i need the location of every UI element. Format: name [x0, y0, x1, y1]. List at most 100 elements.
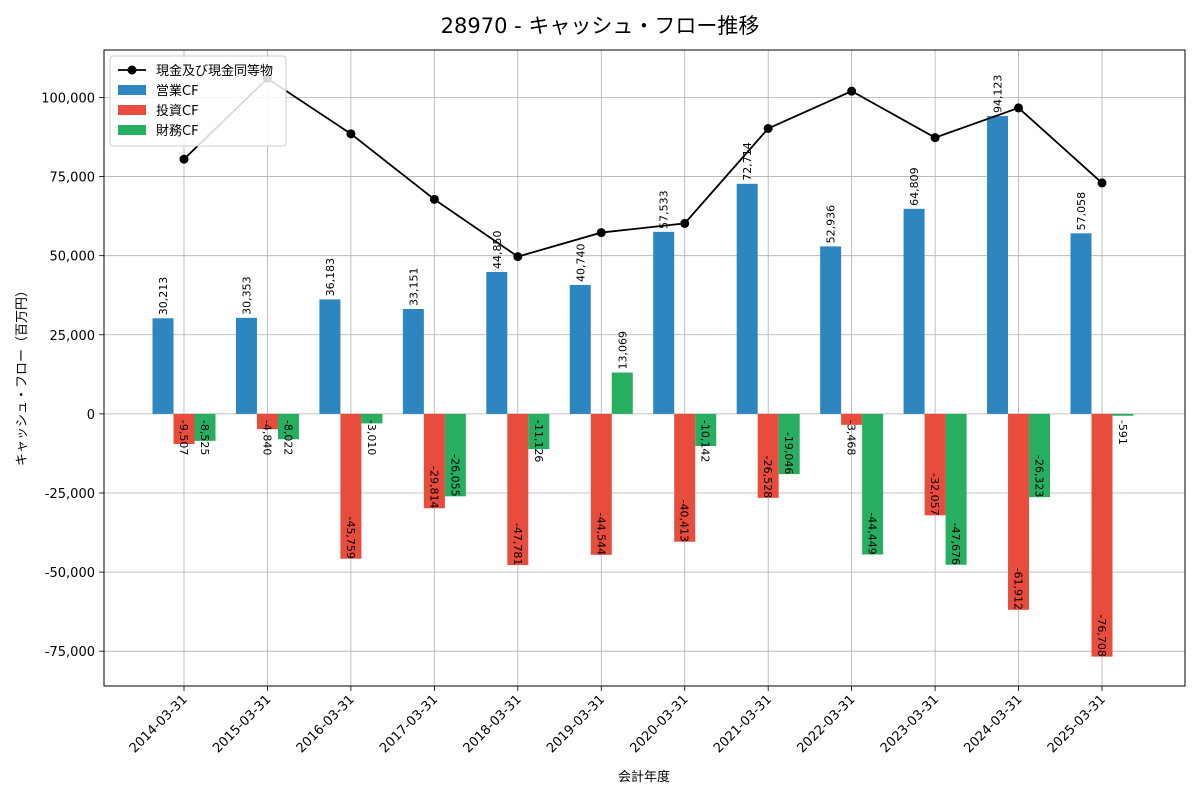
cash-point — [1097, 178, 1107, 188]
data-label: -26,323 — [1033, 455, 1046, 497]
cash-point — [763, 123, 773, 133]
x-tick-label: 2017-03-31 — [377, 692, 441, 756]
bar-財務CF — [1029, 413, 1051, 498]
x-tick-label: 2025-03-31 — [1045, 692, 1109, 756]
data-label: -591 — [1116, 420, 1129, 445]
data-label: -8,022 — [281, 420, 294, 455]
bar-営業CF — [486, 271, 508, 414]
y-tick-label: 50,000 — [50, 250, 96, 265]
bar-投資CF — [841, 413, 863, 425]
legend-label: 現金及び現金同等物 — [156, 63, 273, 79]
bar-投資CF — [1091, 413, 1113, 657]
x-tick-label: 2024-03-31 — [961, 692, 1025, 756]
data-label: -11,126 — [532, 420, 545, 462]
bar-投資CF — [1008, 413, 1030, 610]
bar-営業CF — [820, 246, 842, 414]
data-label: 13,069 — [616, 331, 629, 370]
cash-point — [596, 228, 606, 238]
cash-point — [346, 129, 356, 139]
bar-投資CF — [173, 413, 195, 444]
x-tick-label: 2022-03-31 — [794, 692, 858, 756]
data-label: -29,814 — [427, 466, 440, 508]
x-tick-label: 2018-03-31 — [461, 692, 525, 756]
data-label: -19,046 — [782, 432, 795, 474]
legend-label: 投資CF — [156, 103, 199, 119]
data-label: 72,714 — [741, 142, 754, 181]
data-label: -45,759 — [344, 516, 357, 558]
cash-point — [680, 218, 690, 228]
bars-layer — [152, 116, 1134, 657]
bar-投資CF — [340, 413, 362, 559]
legend-marker — [127, 65, 137, 75]
data-label: -8,525 — [198, 420, 211, 455]
grid-layer — [104, 50, 1185, 686]
cash-point — [513, 252, 523, 262]
data-label: -76,708 — [1095, 614, 1108, 656]
bar-財務CF — [528, 413, 550, 450]
bar-財務CF — [277, 413, 299, 440]
bar-投資CF — [423, 413, 445, 509]
line-layer — [179, 73, 1107, 262]
x-tick-label: 2016-03-31 — [294, 692, 358, 756]
chart-title: 28970 - キャッシュ・フロー推移 — [441, 14, 760, 38]
data-label: 30,213 — [157, 277, 170, 316]
bar-財務CF — [695, 413, 717, 446]
legend-swatch — [118, 125, 146, 135]
bar-営業CF — [987, 116, 1009, 414]
y-tick-label: -50,000 — [45, 566, 95, 581]
cash-point — [179, 154, 189, 164]
data-label: 57,058 — [1075, 192, 1088, 231]
bar-投資CF — [924, 413, 946, 516]
data-label: -47,781 — [511, 523, 524, 565]
y-tick-label: -25,000 — [45, 487, 95, 502]
y-tick-label: 100,000 — [41, 91, 95, 106]
bar-営業CF — [903, 208, 925, 414]
data-label: -9,507 — [177, 420, 190, 455]
data-label: -32,057 — [928, 473, 941, 515]
bar-財務CF — [194, 413, 216, 441]
cash-line — [183, 77, 1103, 258]
data-label: -3,010 — [365, 420, 378, 455]
bar-営業CF — [152, 318, 174, 414]
bar-営業CF — [569, 284, 591, 414]
bar-営業CF — [235, 317, 257, 414]
data-label: -40,413 — [678, 500, 691, 542]
cash-point — [429, 194, 439, 204]
bar-投資CF — [256, 413, 278, 430]
x-tick-label: 2021-03-31 — [711, 692, 775, 756]
bar-投資CF — [757, 413, 779, 498]
x-tick-label: 2019-03-31 — [544, 692, 608, 756]
bar-財務CF — [444, 413, 466, 497]
bar-営業CF — [319, 299, 341, 414]
data-label: -44,544 — [594, 513, 607, 555]
cash-point — [1014, 103, 1024, 113]
data-label: 94,123 — [992, 75, 1005, 114]
x-tick-label: 2015-03-31 — [210, 692, 274, 756]
legend-swatch — [118, 85, 146, 95]
bar-営業CF — [1070, 233, 1092, 414]
legend-box — [109, 55, 287, 147]
data-label: -47,676 — [949, 523, 962, 565]
legend-label: 財務CF — [156, 124, 199, 139]
bar-財務CF — [611, 372, 633, 414]
y-axis-label: キャッシュ・フロー（百万円） — [15, 284, 30, 466]
data-label: -10,142 — [699, 420, 712, 462]
legend-label: 営業CF — [156, 83, 199, 99]
bar-財務CF — [862, 413, 884, 555]
bar-投資CF — [590, 413, 612, 555]
data-label: -61,912 — [1012, 568, 1025, 610]
y-tick-label: 25,000 — [50, 329, 96, 344]
data-label: 57,533 — [658, 190, 671, 229]
x-tick-label: 2023-03-31 — [878, 692, 942, 756]
cash-point — [930, 133, 940, 143]
x-tick-label: 2014-03-31 — [127, 692, 191, 756]
data-label: -3,468 — [845, 420, 858, 455]
bar-投資CF — [507, 413, 529, 566]
y-tick-label: -75,000 — [45, 645, 95, 660]
bar-投資CF — [674, 413, 696, 542]
data-label: 52,936 — [825, 205, 838, 244]
data-labels-layer: 30,213 30,353 36,183 33,151 44,850 40,740 57,5… — [157, 75, 1129, 657]
data-label: 40,740 — [574, 243, 587, 282]
